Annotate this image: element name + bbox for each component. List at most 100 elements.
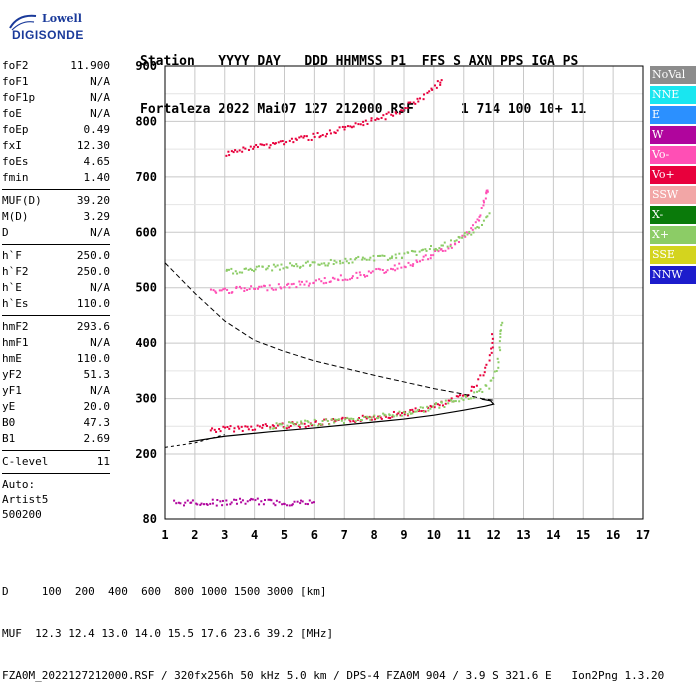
trace-point — [247, 428, 250, 431]
trace-point — [349, 278, 352, 281]
param-value: 110.0 — [76, 352, 110, 365]
trace-point — [269, 498, 272, 501]
param-name: h`F — [2, 249, 22, 262]
trace-point — [254, 499, 257, 502]
trace-point — [273, 427, 276, 430]
trace-point — [463, 231, 466, 234]
trace-point — [293, 423, 296, 426]
trace-point — [418, 250, 421, 253]
trace-point — [488, 387, 491, 390]
x-tick-label: 7 — [341, 528, 348, 542]
trace-point — [438, 247, 441, 250]
trace-point — [449, 239, 452, 242]
trace-point — [412, 250, 415, 253]
trace-point — [290, 137, 293, 140]
trace-point — [357, 123, 360, 126]
trace-point — [331, 276, 334, 279]
trace-point — [326, 420, 329, 423]
trace-point — [305, 280, 308, 283]
trace-point — [499, 329, 502, 332]
trace-point — [243, 287, 246, 290]
trace-point — [464, 394, 467, 397]
trace-point — [470, 227, 473, 230]
param-name: hmE — [2, 352, 22, 365]
trace-point — [271, 269, 274, 272]
trace-point — [304, 502, 307, 505]
trace-point — [379, 254, 382, 257]
param-name: D — [2, 226, 9, 239]
trace-point — [470, 385, 473, 388]
trace-point — [335, 261, 338, 264]
trace-point — [467, 397, 470, 400]
trace-point — [339, 274, 342, 277]
trace-point — [500, 324, 503, 327]
trace-point — [482, 374, 485, 377]
x-tick-label: 12 — [486, 528, 500, 542]
trace-point — [420, 249, 423, 252]
param-value: N/A — [90, 384, 110, 397]
trace-point — [235, 287, 238, 290]
trace-point — [383, 271, 386, 274]
trace-point — [470, 233, 473, 236]
trace-point — [312, 132, 315, 135]
trace-point — [402, 109, 405, 112]
trace-point — [233, 430, 236, 433]
trace-point — [254, 268, 257, 271]
trace-point — [320, 262, 323, 265]
param-value: 3.29 — [83, 210, 111, 223]
trace-point — [484, 197, 487, 200]
legend-item-x-: X+ — [650, 226, 696, 246]
trace-point — [388, 414, 391, 417]
trace-point — [450, 397, 453, 400]
trace-point — [478, 389, 481, 392]
trace-point — [183, 504, 186, 507]
param-value: N/A — [90, 336, 110, 349]
trace-point — [304, 261, 307, 264]
x-tick-label: 14 — [546, 528, 560, 542]
trace-point — [398, 262, 401, 265]
trace-point — [312, 281, 315, 284]
trace-point — [354, 122, 357, 125]
trace-point — [470, 389, 473, 392]
trace-point — [287, 421, 290, 424]
trace-point — [272, 502, 275, 505]
x-tick-label: 8 — [371, 528, 378, 542]
trace-point — [465, 231, 468, 234]
trace-point — [375, 268, 378, 271]
x-tick-label: 16 — [606, 528, 620, 542]
trace-point — [484, 366, 487, 369]
trace-point — [227, 150, 230, 153]
trace-point — [333, 421, 336, 424]
param-value: N/A — [90, 281, 110, 294]
trace-point — [355, 271, 358, 274]
trace-point — [287, 282, 290, 285]
trace-point — [223, 287, 226, 290]
scaled-parameters-panel: foF2 11.900 foF1 N/A foF1p N/A foE N/A foEp 0.49 f… — [2, 58, 110, 522]
trace-point — [250, 425, 253, 428]
trace-point — [460, 397, 463, 400]
trace-point — [377, 415, 380, 418]
trace-point — [441, 244, 444, 247]
trace-point — [274, 504, 277, 507]
trace-point — [325, 132, 328, 135]
header-columns: Station YYYY DAY DDD HHMMSS P1 FFS S AXN… — [140, 54, 579, 69]
separator — [2, 473, 110, 474]
legend-item-vo-: Vo- — [650, 146, 696, 166]
trace-point — [336, 418, 339, 421]
trace-point — [423, 93, 426, 96]
trace-point — [229, 503, 232, 506]
trace-point — [255, 143, 258, 146]
param-name: h`Es — [2, 297, 29, 310]
trace-point — [264, 423, 267, 426]
trace-point — [400, 266, 403, 269]
trace-point — [225, 154, 228, 157]
trace-point — [472, 231, 475, 234]
trace-point — [390, 267, 393, 270]
trace-point — [275, 499, 278, 502]
trace-point — [365, 415, 368, 418]
trace-point — [370, 117, 373, 120]
trace-point — [424, 410, 427, 413]
trace-point — [472, 386, 475, 389]
trace-point — [419, 406, 422, 409]
trace-point — [436, 403, 439, 406]
